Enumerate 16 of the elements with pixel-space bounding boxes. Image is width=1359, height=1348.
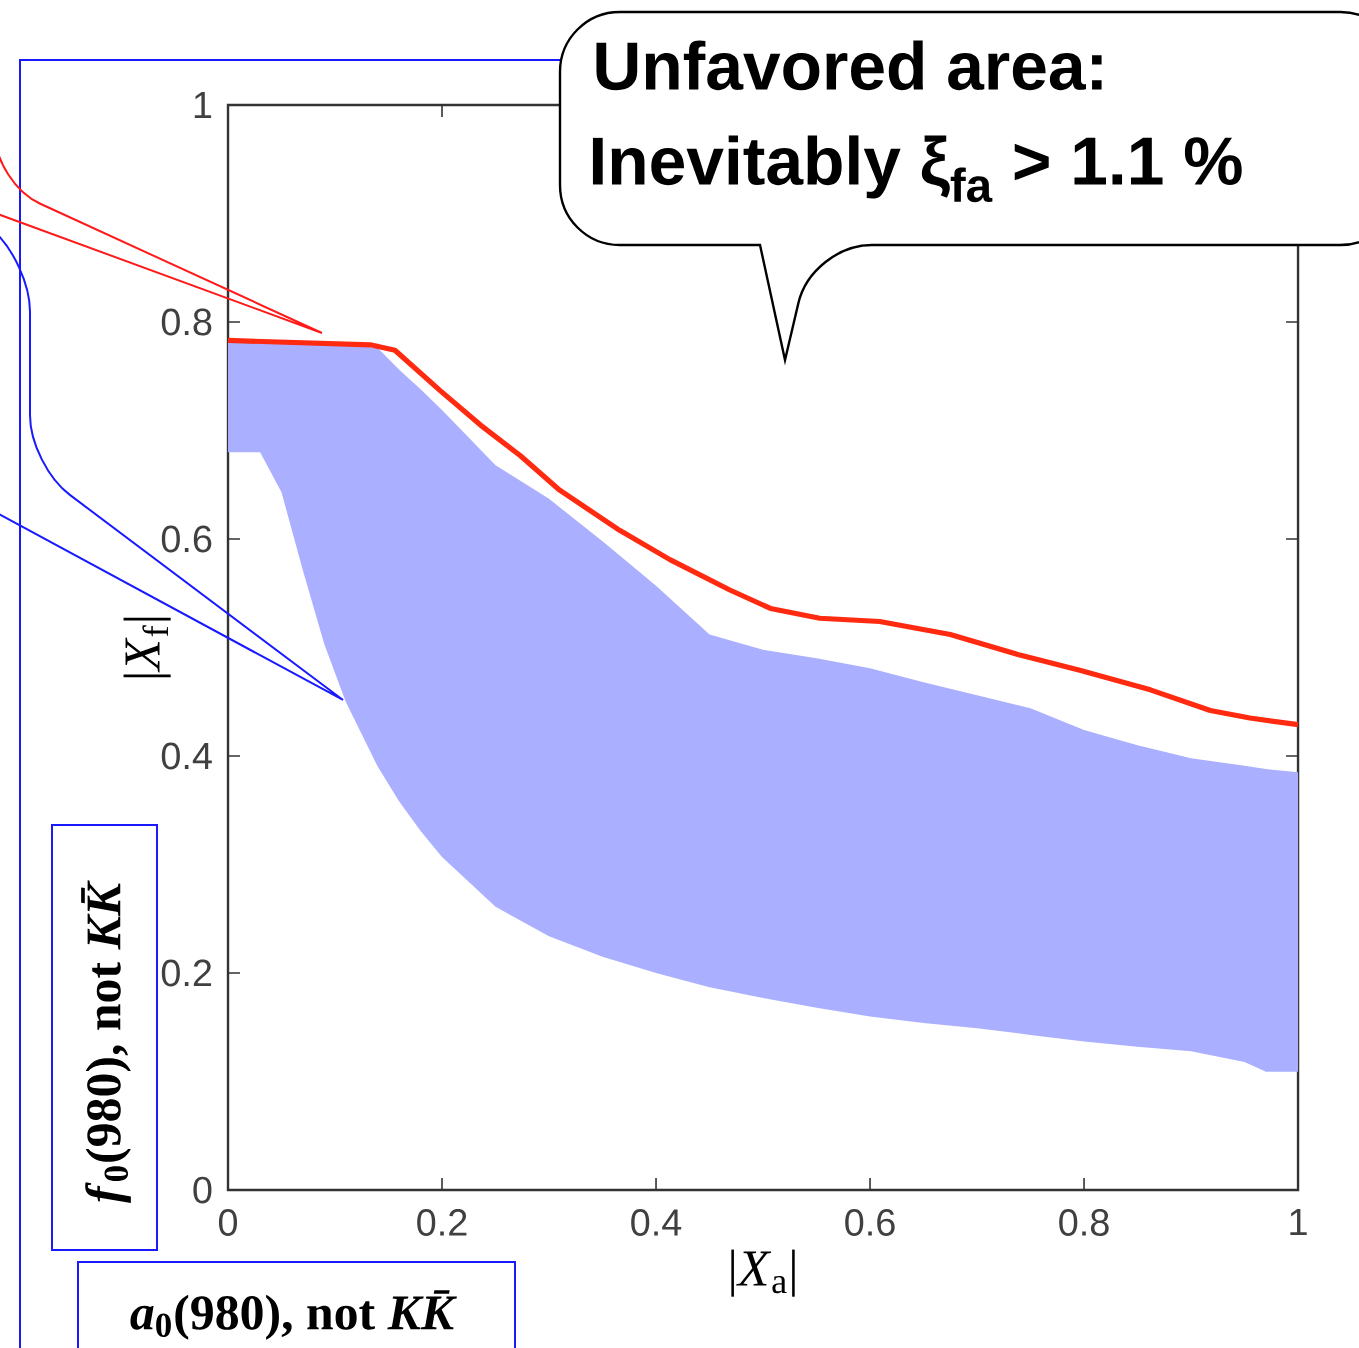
- y-tick-label: 0.8: [161, 308, 212, 336]
- x-tick-label: 1: [1290, 1209, 1307, 1236]
- text: f$_{0}$(980), not KK̄: [81, 880, 131, 1204]
- y-tick-label: 0.4: [161, 742, 212, 770]
- y-tick-label: 0.6: [161, 525, 212, 553]
- x-tick-label: 0.6: [845, 1209, 895, 1236]
- y-tick-label: 1: [194, 91, 212, 119]
- x-tick-label: 0.8: [1059, 1209, 1109, 1236]
- y-axis-title: |X$_{f}$|: [123, 617, 171, 678]
- text: a$_{0}$(980), not KK̄: [130, 1290, 457, 1340]
- x-tick-label: 0: [218, 1209, 238, 1236]
- y-tick-label: 0: [193, 1176, 212, 1204]
- x-tick-label: 0.2: [417, 1209, 467, 1236]
- x-tick-label: 0.4: [631, 1209, 682, 1236]
- y-tick-label: 0.2: [161, 959, 212, 987]
- x-axis-title: |X$_{a}$|: [731, 1249, 795, 1297]
